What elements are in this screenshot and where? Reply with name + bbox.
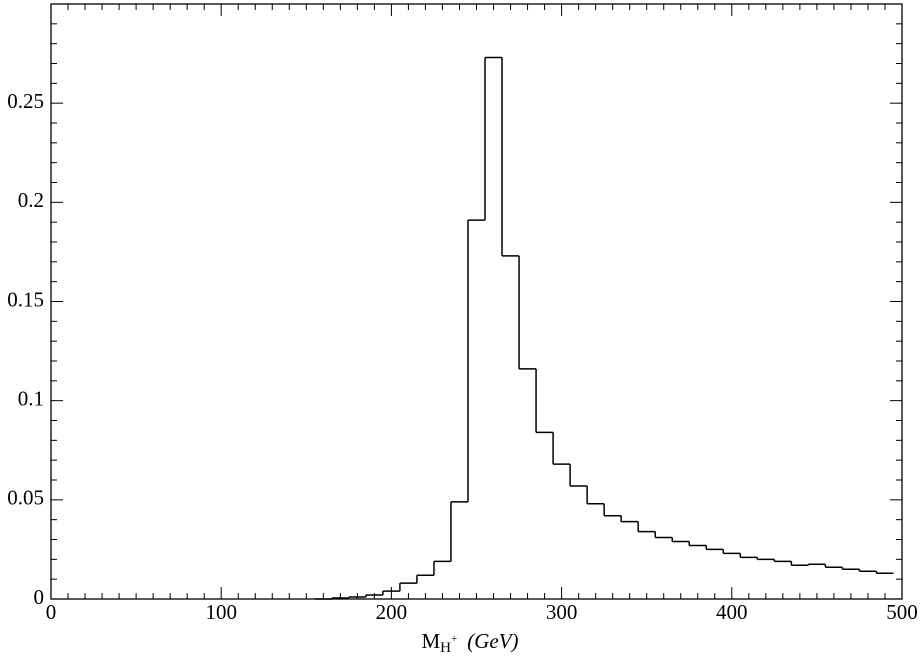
x-tick-label: 100	[205, 600, 237, 624]
x-tick-label: 400	[716, 600, 748, 624]
x-label-unit: (GeV)	[467, 629, 518, 653]
y-tick-label: 0.05	[7, 486, 44, 510]
plot-frame	[50, 3, 903, 600]
x-tick-label: 500	[886, 600, 918, 624]
x-label-base: M	[421, 629, 440, 653]
y-tick-label: 0.25	[7, 89, 44, 113]
y-tick-label: 0	[34, 585, 45, 609]
x-tick-label: 200	[376, 600, 408, 624]
x-tick-label: 300	[546, 600, 578, 624]
x-label-sup: +	[451, 633, 457, 645]
y-tick-label: 0.2	[18, 188, 44, 212]
x-tick-label: 0	[46, 600, 57, 624]
y-tick-label: 0.1	[18, 386, 44, 410]
y-tick-label: 0.15	[7, 287, 44, 311]
x-axis-label: MH+ (GeV)	[421, 629, 518, 657]
x-label-sub: H	[440, 640, 451, 656]
